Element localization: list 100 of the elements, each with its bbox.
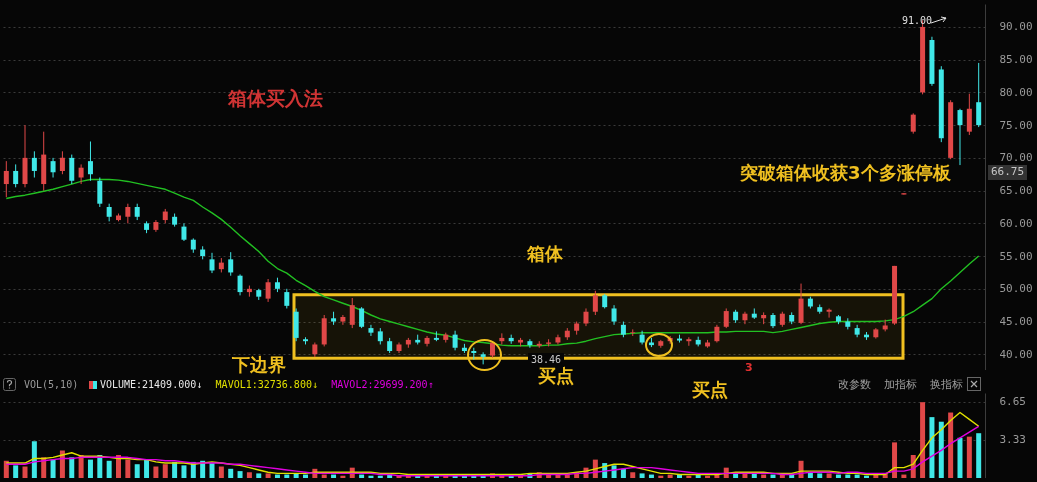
annotation: 买点 <box>692 379 728 401</box>
y-tick-label: 45.00 <box>999 315 1033 329</box>
candlestick <box>3 160 9 198</box>
text: 66.75 <box>988 165 1028 180</box>
annotation: 突破箱体收获3个多涨停板 <box>740 162 952 184</box>
candlestick <box>611 304 617 326</box>
bar <box>134 464 140 478</box>
bar <box>405 475 411 478</box>
candlestick <box>59 150 65 175</box>
bar <box>153 466 159 478</box>
candlestick <box>910 112 916 135</box>
annotation: 91.00 <box>902 15 933 27</box>
y-tick-label: 90.00 <box>999 20 1033 34</box>
y-tick-label: 6.65 <box>999 395 1026 409</box>
bar <box>181 465 187 478</box>
band-label: 箱体 <box>526 242 564 264</box>
candlestick <box>13 163 19 188</box>
y-tick-label: 75.00 <box>999 118 1033 132</box>
bar <box>966 436 972 478</box>
candlestick <box>826 307 832 319</box>
candlestick <box>125 203 131 224</box>
candlestick <box>209 252 215 274</box>
candlestick <box>237 273 243 296</box>
annotation: 下边界 <box>232 354 286 376</box>
bar <box>377 475 383 478</box>
candlestick <box>31 150 37 179</box>
y-tick-label: 85.00 <box>999 53 1033 67</box>
bar <box>630 472 636 478</box>
bar <box>246 472 252 478</box>
y-tick-label: 60.00 <box>999 216 1033 230</box>
bar <box>957 437 963 478</box>
bar <box>433 475 439 478</box>
y-tick-label: 70.00 <box>999 151 1033 165</box>
bar <box>340 475 346 478</box>
bar <box>920 402 926 478</box>
candlestick <box>966 93 972 136</box>
text: MAVOL2:29699.200↑ <box>331 379 434 390</box>
y-tick-label: 40.00 <box>999 347 1033 361</box>
bar <box>59 450 65 478</box>
candlestick <box>742 311 748 325</box>
candlestick <box>957 108 963 166</box>
bar <box>863 475 869 478</box>
bar <box>69 457 75 478</box>
candlestick <box>340 314 346 326</box>
text: 换指标 <box>930 377 963 392</box>
bar <box>368 475 374 478</box>
candlestick <box>78 163 84 185</box>
bar <box>938 421 944 478</box>
bar <box>415 475 421 478</box>
bar <box>87 459 93 478</box>
bar <box>218 466 224 478</box>
annotation: 38.46 <box>528 353 565 367</box>
candlestick <box>50 157 56 179</box>
candlestick <box>368 324 374 337</box>
candlestick <box>452 330 458 351</box>
candlestick <box>97 177 103 208</box>
bar <box>508 475 514 478</box>
bar <box>639 473 645 478</box>
bar <box>461 475 467 478</box>
bar <box>620 468 626 478</box>
bar <box>228 468 234 478</box>
candlestick <box>723 307 729 329</box>
bar <box>125 459 131 478</box>
y-tick-label: 65.00 <box>999 184 1033 198</box>
annotation: 3 <box>745 361 753 375</box>
bar <box>976 433 982 478</box>
candlestick <box>284 288 290 309</box>
candlestick <box>349 297 355 329</box>
bar <box>686 475 692 478</box>
y-tick-label: 55.00 <box>999 249 1033 263</box>
bar <box>658 475 664 478</box>
y-tick-label: 3.33 <box>999 433 1026 447</box>
bar <box>31 441 37 478</box>
bar <box>948 412 954 478</box>
line-series <box>5 425 980 477</box>
legend-label: VOLUME:21409.000↓ <box>99 379 203 390</box>
candlestick <box>359 306 365 329</box>
bar <box>144 459 150 478</box>
bar <box>162 464 168 478</box>
candlestick <box>69 154 75 185</box>
bar <box>817 473 823 478</box>
bar <box>50 459 56 478</box>
text: 加指标 <box>884 377 917 392</box>
bar <box>106 460 112 478</box>
text: 改参数 <box>838 377 871 392</box>
annotation: 买点 <box>538 365 574 387</box>
y-tick-label: 80.00 <box>999 85 1033 99</box>
bar <box>892 442 898 478</box>
bar <box>826 473 832 478</box>
bar <box>705 475 711 478</box>
candlestick <box>87 141 93 182</box>
bar <box>13 465 19 478</box>
bar <box>265 473 271 478</box>
y-tick-label: 50.00 <box>999 282 1033 296</box>
chart-title: VOL(5,10) <box>24 379 79 390</box>
candlestick <box>592 290 598 316</box>
bar <box>209 463 215 478</box>
bar <box>396 475 402 478</box>
bar <box>929 417 935 478</box>
bar <box>116 455 122 478</box>
